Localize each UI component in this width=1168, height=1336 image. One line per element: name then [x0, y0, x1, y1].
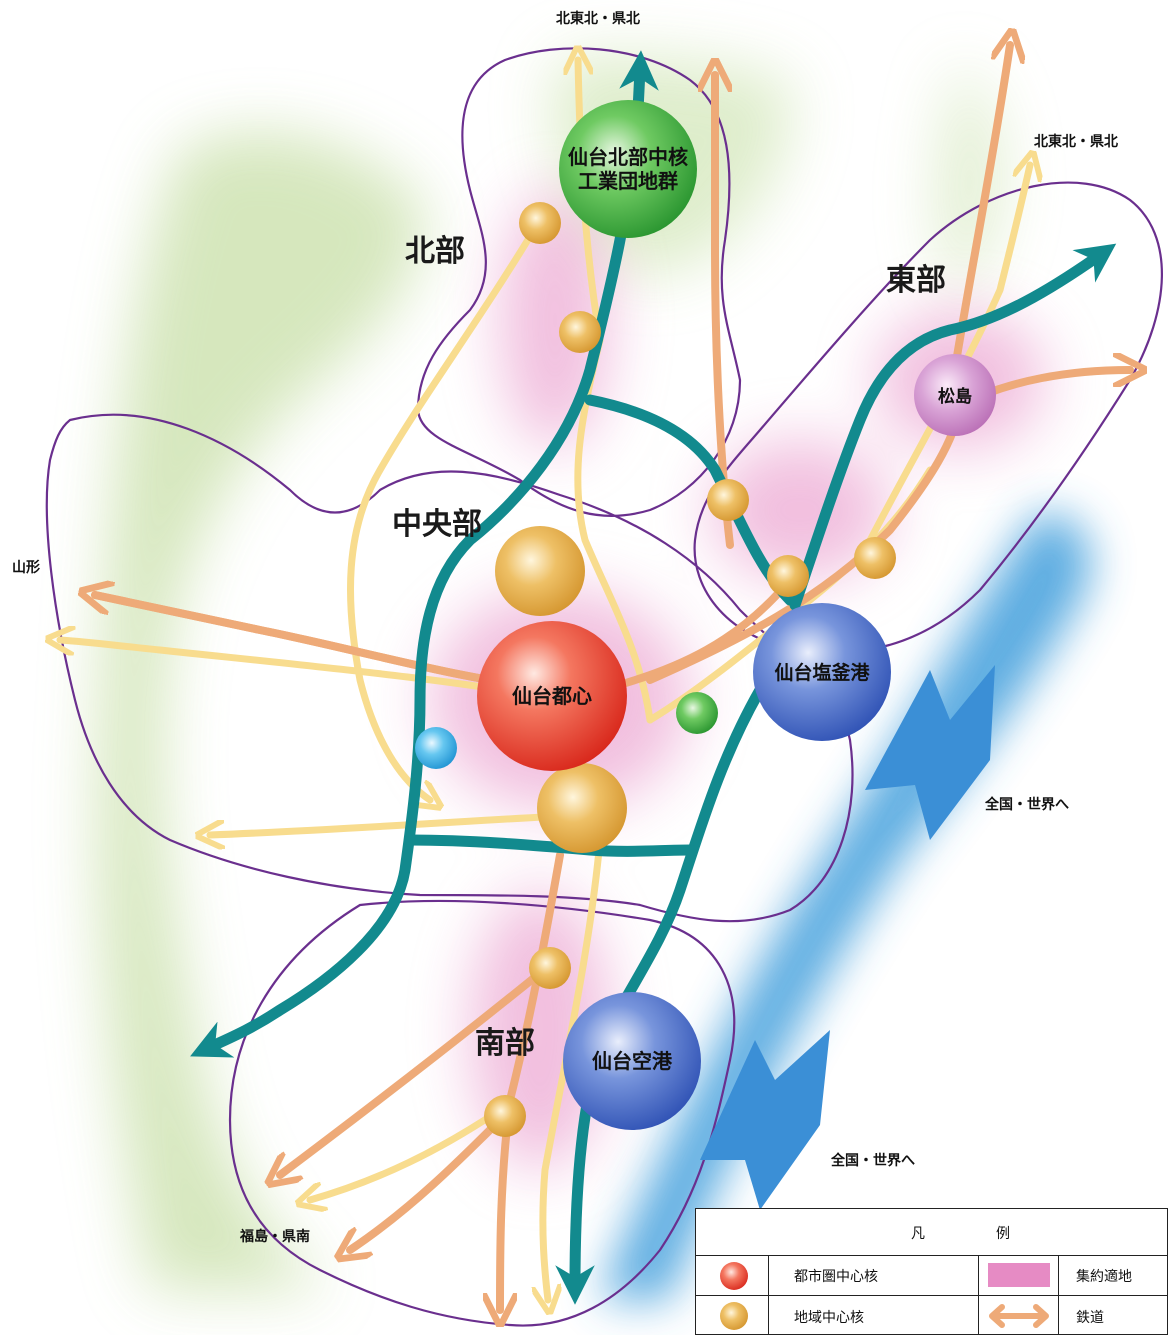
- region-label-central: 中央部: [392, 507, 482, 542]
- regional-core: [559, 311, 601, 353]
- legend-title-b: 例: [996, 1226, 1010, 1242]
- east-boundary: [693, 181, 1163, 654]
- small-green-node: [676, 692, 718, 734]
- regional-core: [537, 763, 627, 853]
- legend-railway-label: 鉄道: [1076, 1310, 1104, 1326]
- region-label-east: 東部: [886, 263, 946, 298]
- regional-core: [767, 555, 809, 597]
- destination-north-b: 北東北・県北: [1034, 133, 1118, 150]
- region-label-south: 南部: [475, 1026, 535, 1061]
- world-arrows: [700, 665, 995, 1210]
- destination-north-a: 北東北・県北: [556, 10, 640, 27]
- legend-row: 都市圏中心核 集約適地: [696, 1255, 1167, 1296]
- legend-header: 凡 例: [696, 1209, 1167, 1256]
- regional-core: [529, 947, 571, 989]
- port-label: 仙台塩釜港: [774, 661, 870, 684]
- city-center-label: 仙台都心: [512, 684, 592, 708]
- regional-core: [484, 1095, 526, 1137]
- airport-node: [563, 992, 701, 1130]
- destination-world-b: 全国・世界へ: [830, 1152, 915, 1169]
- legend: 凡 例 都市圏中心核 集約適地 地域中心核 鉄道: [695, 1208, 1168, 1335]
- legend-regional-core-label: 地域中心核: [794, 1310, 864, 1326]
- industrial-label-line2: 工業団地群: [578, 169, 678, 193]
- railway-swatch-icon: [989, 1304, 1049, 1328]
- central-boundary: [45, 413, 854, 923]
- port-node: [753, 603, 891, 741]
- city-center-node: [477, 621, 627, 771]
- regional-core: [495, 526, 585, 616]
- world-arrow-south-icon: [700, 1030, 830, 1210]
- matsushima-label: 松島: [938, 386, 972, 407]
- region-label-north: 北部: [405, 234, 465, 269]
- regional-core: [707, 479, 749, 521]
- regional-core: [854, 537, 896, 579]
- small-cyan-node: [415, 727, 457, 769]
- legend-row: 地域中心核 鉄道: [696, 1296, 1167, 1336]
- south-boundary: [228, 899, 736, 1327]
- legend-metro-core-label: 都市圏中心核: [794, 1269, 878, 1285]
- industrial-label-line1: 仙台北部中核: [568, 145, 688, 169]
- destination-yamagata: 山形: [12, 559, 40, 576]
- airport-label: 仙台空港: [592, 1049, 673, 1073]
- industrial-park-node: [559, 100, 697, 238]
- regional-core-swatch-icon: [720, 1302, 748, 1330]
- nodes: [415, 100, 996, 1130]
- matsushima-node: [914, 354, 996, 436]
- regional-cores: [484, 202, 896, 1137]
- world-arrow-north-icon: [865, 665, 995, 840]
- regional-core: [519, 202, 561, 244]
- legend-title-a: 凡: [911, 1226, 925, 1242]
- legend-concentration-label: 集約適地: [1076, 1269, 1132, 1285]
- concentration-swatch: [988, 1263, 1050, 1287]
- destination-fukushima: 福島・県南: [239, 1228, 310, 1245]
- metro-core-swatch-icon: [720, 1262, 748, 1290]
- destination-world-a: 全国・世界へ: [984, 796, 1069, 813]
